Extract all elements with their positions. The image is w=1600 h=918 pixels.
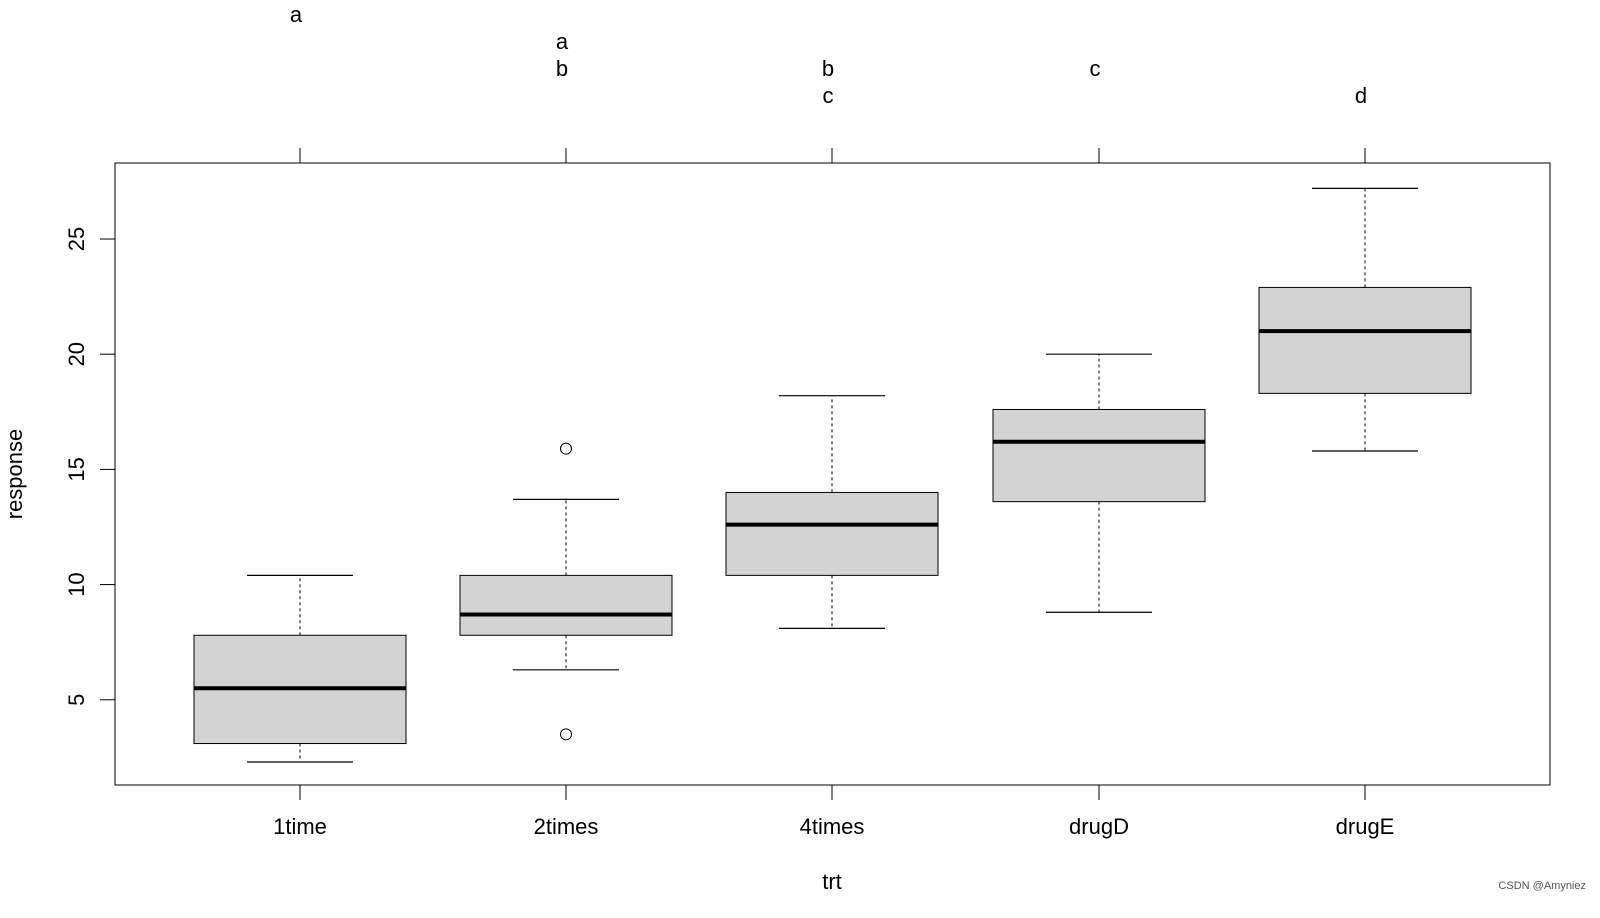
box-4times bbox=[725, 491, 939, 576]
x-tick-label-2times: 2times bbox=[534, 814, 599, 839]
group-letter-4times-c: c bbox=[823, 83, 834, 108]
y-tick-label-15: 15 bbox=[64, 457, 89, 481]
box-2times bbox=[459, 574, 673, 636]
y-tick-label-10: 10 bbox=[64, 572, 89, 596]
box-drugD bbox=[992, 408, 1206, 503]
group-letter-2times-b: b bbox=[556, 56, 568, 81]
group-letter-drugE-d: d bbox=[1355, 83, 1367, 108]
y-axis-title: response bbox=[2, 429, 27, 520]
y-tick-label-25: 25 bbox=[64, 227, 89, 251]
x-axis-title: trt bbox=[822, 869, 842, 894]
group-letter-drugD-c: c bbox=[1090, 56, 1101, 81]
y-tick-label-5: 5 bbox=[64, 694, 89, 706]
group-letter-4times-b: b bbox=[822, 56, 834, 81]
outlier-point-2times-0 bbox=[560, 442, 572, 455]
y-tick-label-20: 20 bbox=[64, 342, 89, 366]
x-tick-label-drugE: drugE bbox=[1336, 814, 1395, 839]
outlier-point-2times-1 bbox=[560, 728, 572, 741]
x-tick-label-drugD: drugD bbox=[1069, 814, 1129, 839]
group-letter-2times-a: a bbox=[556, 29, 569, 54]
watermark: CSDN @Amyniez bbox=[1498, 880, 1586, 892]
x-tick-label-1time: 1time bbox=[273, 814, 327, 839]
box-drugE bbox=[1258, 286, 1472, 394]
group-letter-1time-a: a bbox=[290, 2, 303, 27]
x-tick-label-4times: 4times bbox=[800, 814, 865, 839]
